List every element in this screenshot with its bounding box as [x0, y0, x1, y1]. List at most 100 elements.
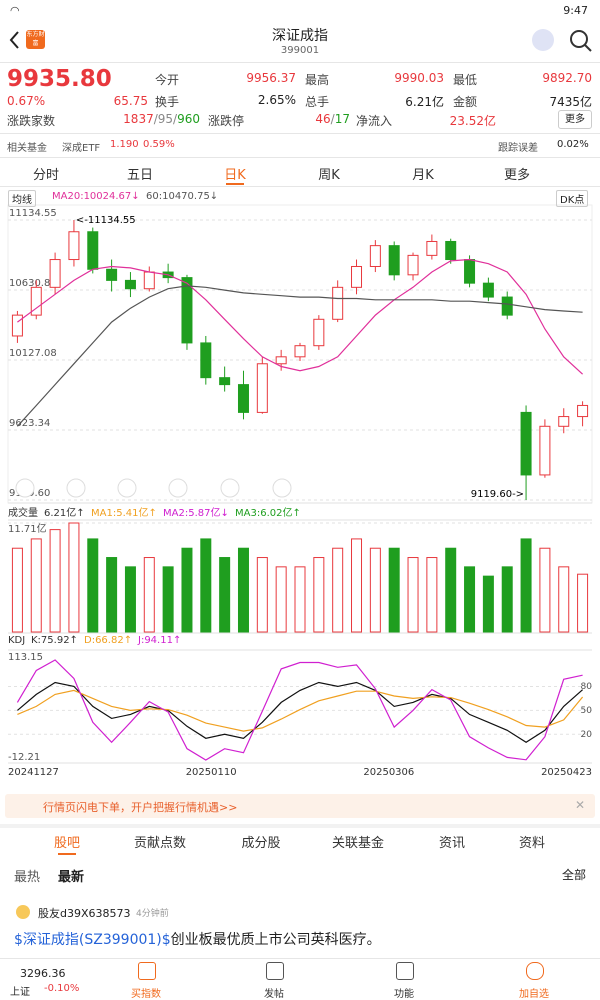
sep: /	[173, 112, 178, 126]
bottom-item[interactable]: 功能	[394, 989, 414, 1000]
search-icon-handle	[584, 44, 592, 52]
search-icon[interactable]	[570, 30, 588, 48]
volume-bar	[124, 566, 136, 633]
volume-bar	[501, 566, 513, 633]
legend-entry: MA2:5.87亿↓	[163, 508, 229, 519]
breadth-label: 涨跌家数	[7, 114, 56, 128]
post[interactable]: $深证成指(SZ399001)$创业板最优质上市公司英科医疗。	[14, 929, 381, 949]
volume-bar	[87, 538, 99, 633]
sort-hot[interactable]: 最热	[14, 870, 41, 885]
volume-bar	[11, 547, 23, 633]
sort-new[interactable]: 最新	[58, 870, 85, 885]
flat: 95	[157, 112, 174, 126]
legend-entry: D:66.82↑	[84, 635, 133, 646]
post-link[interactable]: $深证成指(SZ399001)$	[14, 932, 171, 948]
dk-button[interactable]: DK点	[556, 190, 589, 207]
candle-body	[87, 231, 99, 270]
volume-bar	[464, 566, 476, 633]
inflow-label: 净流入	[356, 114, 393, 128]
avatar	[16, 905, 30, 919]
candle-body	[313, 318, 325, 347]
fund-price: 1.190	[110, 139, 139, 150]
period-tab[interactable]: 五日	[126, 168, 154, 183]
volume-bar	[181, 547, 193, 633]
more-button[interactable]: 更多	[558, 110, 592, 129]
section-tab[interactable]: 成分股	[241, 836, 281, 851]
divider	[0, 824, 600, 828]
candle-body	[49, 259, 61, 288]
volume-bar	[237, 547, 249, 633]
volume-bar	[68, 522, 80, 633]
y-limit-label: -12.21	[8, 752, 40, 763]
zoom-button	[220, 478, 240, 498]
clock: 9:47	[563, 4, 588, 17]
period-tab[interactable]: 日K	[224, 168, 246, 183]
back-icon[interactable]	[9, 31, 19, 49]
section-tab[interactable]: 资料	[518, 836, 546, 851]
divider	[0, 186, 600, 187]
divider	[0, 62, 600, 63]
candle-body	[200, 342, 212, 379]
bottom-item[interactable]: 发帖	[264, 989, 284, 1000]
legend-entry: MA1:5.41亿↑	[91, 508, 157, 519]
stat-label: 最高	[305, 73, 330, 87]
section-tab[interactable]: 资讯	[438, 836, 466, 851]
candle-body	[520, 411, 532, 476]
legend-entry: J:94.11↑	[138, 635, 182, 646]
divider	[0, 133, 600, 134]
tab-underline	[58, 853, 76, 855]
bottom-item[interactable]: 买指数	[131, 989, 161, 1000]
code: 399001	[280, 45, 320, 56]
candle-body	[294, 345, 306, 358]
fund-label: 相关基金	[7, 143, 47, 154]
up: 1837	[123, 112, 154, 126]
bottom-item[interactable]: 加自选	[519, 989, 549, 1000]
candle-body	[219, 377, 231, 386]
fund-name[interactable]: 深成ETF	[62, 143, 101, 154]
legend-entry: 成交量	[8, 508, 38, 519]
bottom-icon	[266, 962, 284, 980]
divider	[0, 157, 600, 158]
period-tab[interactable]: 分时	[32, 168, 60, 183]
robot-icon[interactable]	[532, 29, 554, 51]
section-tab[interactable]: 贡献点数	[133, 836, 187, 851]
user[interactable]: 股友d39X638573	[38, 907, 131, 920]
candle-body	[68, 231, 80, 261]
error-label: 跟踪误差	[498, 143, 538, 154]
volume-bar	[30, 538, 42, 633]
section-tab[interactable]: 关联基金	[331, 836, 385, 851]
candle-body	[106, 268, 118, 281]
y-tick-label: 50	[581, 706, 593, 716]
y-tick-label: 11134.55	[9, 208, 57, 219]
sep: /	[330, 112, 335, 126]
volume-bar	[275, 566, 287, 633]
section-tab[interactable]: 股吧	[53, 836, 81, 851]
close-icon[interactable]: ✕	[574, 798, 585, 812]
x-label: 20250306	[363, 767, 415, 778]
max-annotation: <-11134.55	[76, 215, 136, 226]
y-tick-label: 10127.08	[9, 348, 57, 359]
period-tab[interactable]: 周K	[318, 168, 340, 183]
candle-body	[124, 279, 136, 290]
filter[interactable]: 全部	[562, 868, 587, 882]
legend-entry: 6.21亿↑	[44, 508, 85, 519]
zoom-button	[272, 478, 292, 498]
candle-body	[143, 271, 155, 290]
min-annotation: 9119.60->	[471, 489, 524, 500]
period-tab[interactable]: 更多	[503, 168, 531, 183]
ma-line	[17, 258, 584, 375]
bottom-icon	[138, 962, 156, 980]
volume-bar	[407, 557, 419, 633]
banner-text: 行情页闪电下单，开户把握行情机遇>>	[43, 801, 238, 814]
volume-bar	[219, 557, 231, 633]
legend-entry: MA3:6.02亿↑	[235, 508, 301, 519]
breadth: 1837/95/960	[110, 112, 200, 126]
candle-body	[482, 282, 494, 298]
volume-bar	[539, 547, 551, 633]
legend-title[interactable]: 均线	[8, 190, 36, 207]
candle-body	[369, 245, 381, 267]
banner[interactable]: 行情页闪电下单，开户把握行情机遇>> ✕	[5, 794, 595, 818]
candle-body	[11, 314, 23, 337]
period-tab[interactable]: 月K	[412, 168, 434, 183]
zoom-button	[117, 478, 137, 498]
